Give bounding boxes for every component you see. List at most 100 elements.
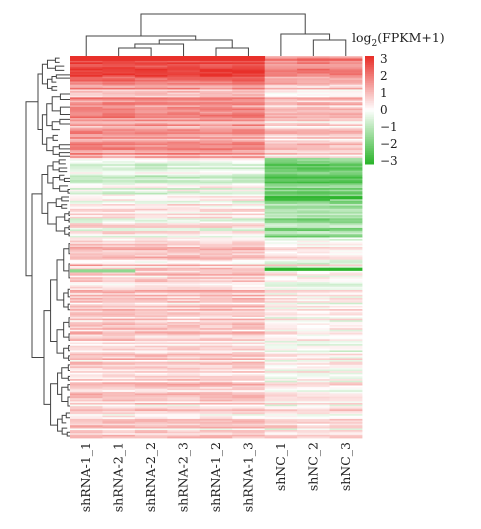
heatmap-cell (232, 434, 266, 437)
heatmap-cell (232, 317, 266, 320)
heatmap-cell (329, 358, 363, 361)
colorbar-tick-label: 0 (380, 103, 388, 117)
heatmap-cell (232, 366, 266, 369)
heatmap-cell (199, 199, 233, 202)
heatmap-cell (167, 251, 201, 254)
heatmap-cell (134, 67, 168, 70)
heatmap-cell (102, 170, 136, 173)
heatmap-cell (167, 259, 201, 262)
heatmap-cell (167, 267, 201, 270)
heatmap-cell (70, 95, 103, 98)
heatmap-cell (297, 121, 330, 124)
heatmap-cell (70, 329, 103, 332)
heatmap-cell (329, 56, 363, 58)
heatmap-cell (70, 363, 103, 366)
heatmap-cell (134, 347, 168, 350)
heatmap-cell (70, 310, 103, 313)
heatmap-cell (167, 434, 201, 437)
heatmap-cell (329, 218, 363, 221)
heatmap-cell (134, 162, 168, 165)
heatmap-cell (264, 391, 298, 394)
heatmap-cell (264, 374, 298, 377)
colorbar-swatch (365, 133, 374, 136)
heatmap-cell (134, 323, 168, 326)
heatmap-cell (297, 226, 330, 229)
heatmap-cell (329, 318, 363, 321)
heatmap-cell (297, 211, 330, 214)
heatmap-cell (102, 159, 136, 162)
heatmap-cell (70, 409, 103, 412)
heatmap-cell (329, 189, 363, 192)
colorbar-tick-label: 1 (380, 86, 388, 100)
heatmap-cell (329, 100, 363, 103)
heatmap-cell (134, 108, 168, 111)
heatmap-cell (329, 148, 363, 151)
heatmap-cell (297, 97, 330, 100)
heatmap-cell (297, 62, 330, 65)
heatmap-cell (199, 92, 233, 95)
heatmap-cell (102, 242, 136, 245)
heatmap-cell (167, 138, 201, 141)
heatmap-cell (134, 63, 168, 66)
heatmap-cell (134, 396, 168, 399)
heatmap-cell (70, 75, 103, 78)
heatmap-cell (297, 153, 330, 156)
heatmap-cell (167, 361, 201, 364)
heatmap-cell (264, 140, 298, 143)
heatmap-cell (264, 350, 298, 353)
heatmap-cell (134, 409, 168, 412)
heatmap-cell (167, 329, 201, 332)
heatmap-cell (134, 312, 168, 315)
heatmap-cell (329, 430, 363, 433)
heatmap-cell (167, 114, 201, 117)
heatmap-cell (199, 105, 233, 108)
heatmap-cell (297, 332, 330, 335)
colorbar-swatch (365, 129, 374, 133)
heatmap-cell (199, 143, 233, 146)
heatmap-cell (264, 248, 298, 251)
heatmap-cell (167, 355, 201, 358)
colorbar-swatch (365, 68, 374, 71)
heatmap-cell (70, 148, 103, 151)
heatmap-cell (329, 375, 363, 378)
heatmap-cell (70, 189, 103, 192)
heatmap-cell (329, 154, 363, 157)
heatmap-cell (297, 145, 330, 148)
heatmap-cell (297, 178, 330, 181)
heatmap-cell (297, 356, 330, 359)
heatmap-cell (134, 415, 168, 418)
heatmap-cell (199, 137, 233, 140)
heatmap-cell (70, 184, 103, 187)
heatmap-cell (167, 231, 201, 234)
colorbar-swatch (365, 131, 374, 134)
heatmap-cell (297, 83, 330, 86)
heatmap-cell (264, 388, 298, 391)
colorbar-swatch (365, 106, 374, 109)
heatmap-cell (199, 377, 233, 380)
column-labels: shRNA-1_1 shRNA-2_1 shRNA-2_2 shRNA-2_3 shRN… (78, 442, 353, 512)
heatmap-cell (70, 280, 103, 283)
heatmap-cell (167, 121, 201, 124)
heatmap-cell (264, 63, 298, 66)
heatmap-cell (134, 358, 168, 361)
heatmap-cell (199, 76, 233, 79)
heatmap-cell (199, 401, 233, 404)
heatmap-cell (199, 426, 233, 429)
heatmap-cell (199, 417, 233, 420)
heatmap-cell (102, 369, 136, 372)
heatmap-cell (264, 315, 298, 318)
heatmap-cell (199, 274, 233, 277)
heatmap-cell (167, 216, 201, 219)
heatmap-cell (134, 196, 168, 199)
heatmap-cell (102, 402, 136, 405)
heatmap-cell (102, 272, 136, 275)
heatmap-cell (167, 393, 201, 396)
dendrogram-link (41, 173, 48, 214)
heatmap-cell (297, 299, 330, 302)
heatmap-cell (329, 372, 363, 375)
heatmap-cell (264, 347, 298, 350)
heatmap-cell (70, 169, 103, 171)
heatmap-cell (264, 161, 298, 164)
heatmap-cell (232, 388, 266, 391)
heatmap-cell (264, 332, 298, 335)
